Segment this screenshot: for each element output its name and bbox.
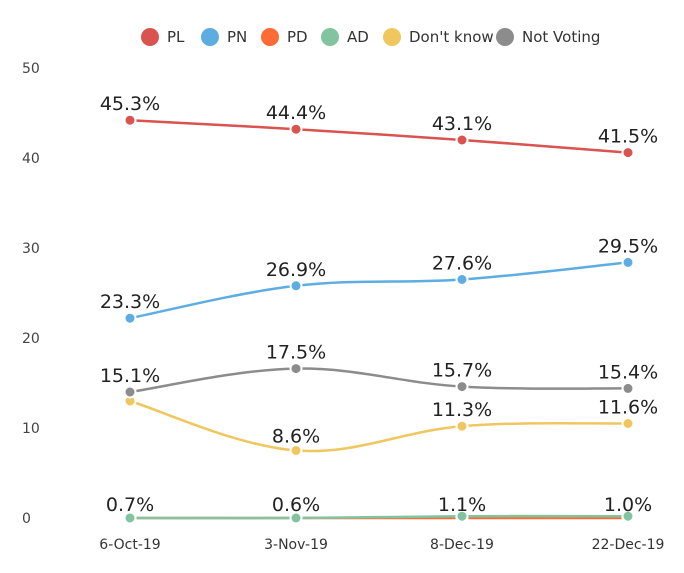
legend-marker-pl: [141, 28, 159, 46]
series-line-don-t-know: [128, 399, 630, 453]
data-point-ad[interactable]: [455, 509, 469, 523]
data-point-pl[interactable]: [455, 133, 469, 147]
legend-marker-pd: [261, 28, 279, 46]
legend-item-pd[interactable]: PD: [261, 28, 308, 46]
legend-item-pl[interactable]: PL: [141, 28, 185, 46]
series-lines: [128, 118, 630, 520]
legend-label-pn: PN: [227, 28, 247, 46]
data-point-don-t-know[interactable]: [621, 417, 635, 430]
data-label-ad: 0.6%: [272, 494, 320, 516]
data-label-pn: 23.3%: [100, 291, 160, 313]
legend-label-pd: PD: [287, 28, 308, 46]
data-point-ad[interactable]: [123, 511, 137, 525]
data-point-pn[interactable]: [289, 279, 303, 293]
x-tick-label: 3-Nov-19: [264, 537, 328, 553]
data-point-not-voting[interactable]: [621, 381, 635, 395]
data-label-pn: 26.9%: [266, 259, 326, 281]
data-point-not-voting[interactable]: [289, 362, 303, 376]
legend-item-ad[interactable]: AD: [321, 28, 369, 46]
data-point-don-t-know[interactable]: [455, 419, 469, 433]
data-label-ad: 0.7%: [106, 494, 154, 516]
data-point-not-voting[interactable]: [455, 380, 469, 394]
data-label-don-t-know: 11.3%: [432, 399, 492, 421]
data-point-pl[interactable]: [123, 113, 137, 127]
legend-item-pn[interactable]: PN: [201, 28, 247, 46]
x-tick-label: 8-Dec-19: [430, 537, 494, 553]
legend-marker-ad: [321, 28, 339, 46]
y-tick-label: 20: [22, 331, 40, 347]
y-tick-label: 30: [22, 241, 40, 257]
data-label-ad: 1.1%: [438, 494, 486, 516]
series-line-ad: [128, 514, 630, 520]
legend-label-ad: AD: [347, 28, 369, 46]
data-label-pl: 45.3%: [100, 93, 160, 115]
legend-label-don-t-know: Don't know: [409, 28, 494, 46]
legend-marker-don-t-know: [383, 28, 401, 46]
x-tick-label: 22-Dec-19: [592, 537, 665, 553]
data-label-ad: 1.0%: [604, 494, 652, 516]
data-point-not-voting[interactable]: [123, 385, 137, 399]
data-point-ad[interactable]: [621, 509, 635, 523]
data-point-pn[interactable]: [621, 255, 635, 269]
data-label-pn: 29.5%: [598, 235, 658, 257]
y-tick-label: 10: [22, 421, 40, 437]
data-label-pl: 43.1%: [432, 113, 492, 135]
data-label-not-voting: 15.7%: [432, 360, 492, 382]
y-tick-label: 50: [22, 61, 40, 77]
legend-item-don-t-know[interactable]: Don't know: [383, 28, 494, 46]
x-tick-label: 6-Oct-19: [99, 537, 160, 553]
data-label-pl: 44.4%: [266, 102, 326, 124]
legend: PL PN PD AD Don't know Not Voting: [141, 28, 600, 46]
data-label-pl: 41.5%: [598, 126, 658, 148]
data-point-pn[interactable]: [455, 273, 469, 286]
data-label-not-voting: 15.1%: [100, 365, 160, 387]
series-points: [123, 113, 635, 525]
data-point-ad[interactable]: [289, 511, 303, 525]
data-labels: 45.3% 44.4% 43.1% 41.5% 23.3% 26.9% 27.6% 29.5%…: [100, 93, 658, 516]
y-tick-label: 0: [22, 511, 31, 527]
data-label-not-voting: 15.4%: [598, 361, 658, 383]
legend-label-not-voting: Not Voting: [522, 28, 600, 46]
y-tick-label: 40: [22, 151, 40, 167]
data-point-pl[interactable]: [289, 122, 303, 136]
legend-item-not-voting[interactable]: Not Voting: [496, 28, 600, 46]
series-line-pn: [128, 261, 630, 320]
series-line-not-voting: [128, 367, 630, 394]
series-line-pl: [128, 118, 630, 154]
data-label-pn: 27.6%: [432, 253, 492, 275]
x-axis: 6-Oct-19 3-Nov-19 8-Dec-19 22-Dec-19: [99, 537, 664, 553]
data-label-not-voting: 17.5%: [266, 342, 326, 364]
data-label-don-t-know: 11.6%: [598, 397, 658, 419]
data-label-don-t-know: 8.6%: [272, 426, 320, 448]
data-point-pl[interactable]: [621, 146, 635, 160]
y-axis: 0 10 20 30 40 50: [22, 61, 40, 527]
legend-label-pl: PL: [167, 28, 185, 46]
legend-marker-not-voting: [496, 28, 514, 46]
data-point-don-t-know[interactable]: [289, 444, 303, 457]
data-point-pn[interactable]: [123, 311, 137, 325]
legend-marker-pn: [201, 28, 219, 46]
